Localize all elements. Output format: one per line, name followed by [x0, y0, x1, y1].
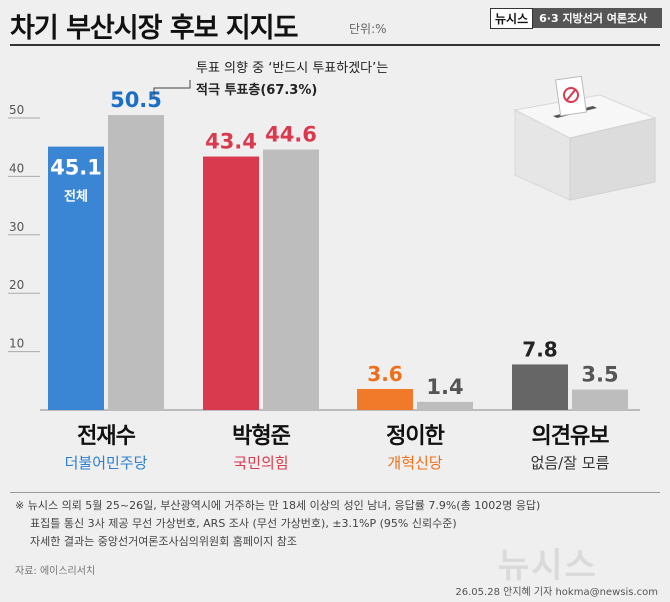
bar-overall — [203, 156, 259, 410]
y-tick-label: 40 — [9, 161, 24, 175]
candidate-name: 정이한 — [386, 424, 445, 449]
brand-series: 6·3 지방선거 여론조사 — [533, 8, 662, 28]
notes-line-3: 자세한 결과는 중앙선거여론조사심의위원회 홈페이지 참조 — [30, 535, 297, 548]
y-tick-label: 10 — [9, 337, 24, 351]
notes-line-2: 표집틀 통신 3사 제공 무선 가상번호, ARS 조사 (무선 가상번호), … — [30, 517, 457, 530]
candidate-name: 박형준 — [232, 424, 291, 449]
watermark-logo: 뉴시스 — [498, 546, 598, 586]
inbar-series-label: 전체 — [64, 189, 88, 205]
brand-badge: 뉴시스 6·3 지방선거 여론조사 — [490, 7, 662, 29]
candidate-name: 전재수 — [77, 424, 136, 449]
bar-overall — [512, 364, 568, 410]
bar-active-voters — [108, 115, 164, 410]
value-label-active-voters: 44.6 — [265, 123, 317, 147]
source-label: 자료: 에이스리서치 — [15, 566, 96, 577]
chart-annotation: 투표 의향 중 ‘반드시 투표하겠다’는 적극 투표층(67.3%) — [196, 58, 388, 102]
y-tick-label: 30 — [9, 220, 24, 234]
bar-active-voters — [417, 401, 473, 410]
bar-active-voters — [263, 149, 319, 410]
bar-chart: 10 20 30 40 50 45.1 50.5 전체 43.4 44.6 3.6 1.4 7.8 3.5 — [8, 75, 657, 411]
candidate-name: 의견유보 — [531, 424, 610, 449]
annotation-line-2: 적극 투표층(67.3%) — [196, 83, 318, 98]
annotation-line-1: 투표 의향 중 ‘반드시 투표하겠다’는 — [196, 61, 389, 76]
value-label-overall: 3.6 — [367, 362, 402, 386]
ballot-stamp-mark-icon — [566, 89, 576, 101]
value-label-overall: 43.4 — [205, 130, 257, 154]
value-label-active-voters: 50.5 — [110, 88, 162, 112]
ballot-box-icon-right — [569, 117, 656, 201]
survey-notes: ※ 뉴시스 의뢰 5월 25~26일, 부산광역시에 거주하는 만 18세 이상… — [15, 497, 540, 551]
unit-label: 단위:% — [349, 22, 387, 36]
bar-overall — [357, 388, 413, 410]
value-label-overall: 45.1 — [50, 156, 102, 180]
value-label-active-voters: 3.5 — [581, 363, 618, 387]
page-title: 차기 부산시장 후보 지지도 — [10, 13, 298, 44]
party-name: 국민의힘 — [233, 454, 289, 472]
credit-line: 26.05.28 안지혜 기자 hokma@newsis.com — [455, 587, 658, 598]
ballot-stamp-icon — [563, 87, 579, 103]
title-divider — [10, 44, 660, 46]
party-name: 없음/잘 모름 — [530, 454, 610, 472]
brand-name: 뉴시스 — [490, 7, 534, 29]
y-tick-label: 50 — [9, 103, 24, 117]
party-name: 개혁신당 — [387, 454, 443, 472]
y-tick-label: 20 — [9, 278, 24, 292]
annotation-leader-line — [153, 80, 191, 98]
party-name: 더불어민주당 — [64, 454, 148, 472]
notes-line-1: ※ 뉴시스 의뢰 5월 25~26일, 부산광역시에 거주하는 만 18세 이상… — [15, 499, 541, 512]
value-label-overall: 7.8 — [522, 337, 557, 361]
bar-active-voters — [572, 389, 628, 410]
notes-divider — [10, 492, 660, 493]
bar-overall — [48, 146, 104, 410]
value-label-active-voters: 1.4 — [426, 375, 463, 399]
